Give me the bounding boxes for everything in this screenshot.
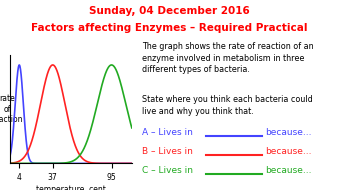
Text: A – Lives in: A – Lives in — [142, 128, 196, 137]
Text: C – Lives in: C – Lives in — [142, 166, 196, 175]
Text: because...: because... — [265, 166, 311, 175]
Text: because...: because... — [265, 128, 311, 137]
Text: The graph shows the rate of reaction of an
enzyme involved in metabolism in thre: The graph shows the rate of reaction of … — [142, 42, 314, 74]
Text: B – Lives in: B – Lives in — [142, 147, 196, 156]
Text: Sunday, 04 December 2016: Sunday, 04 December 2016 — [89, 6, 249, 16]
Text: Factors affecting Enzymes – Required Practical: Factors affecting Enzymes – Required Pra… — [31, 23, 307, 33]
X-axis label: temperature  cent: temperature cent — [36, 185, 106, 190]
Text: because...: because... — [265, 147, 311, 156]
Text: State where you think each bacteria could
live and why you think that.: State where you think each bacteria coul… — [142, 95, 313, 116]
Y-axis label: rate
of
reaction: rate of reaction — [0, 94, 23, 124]
